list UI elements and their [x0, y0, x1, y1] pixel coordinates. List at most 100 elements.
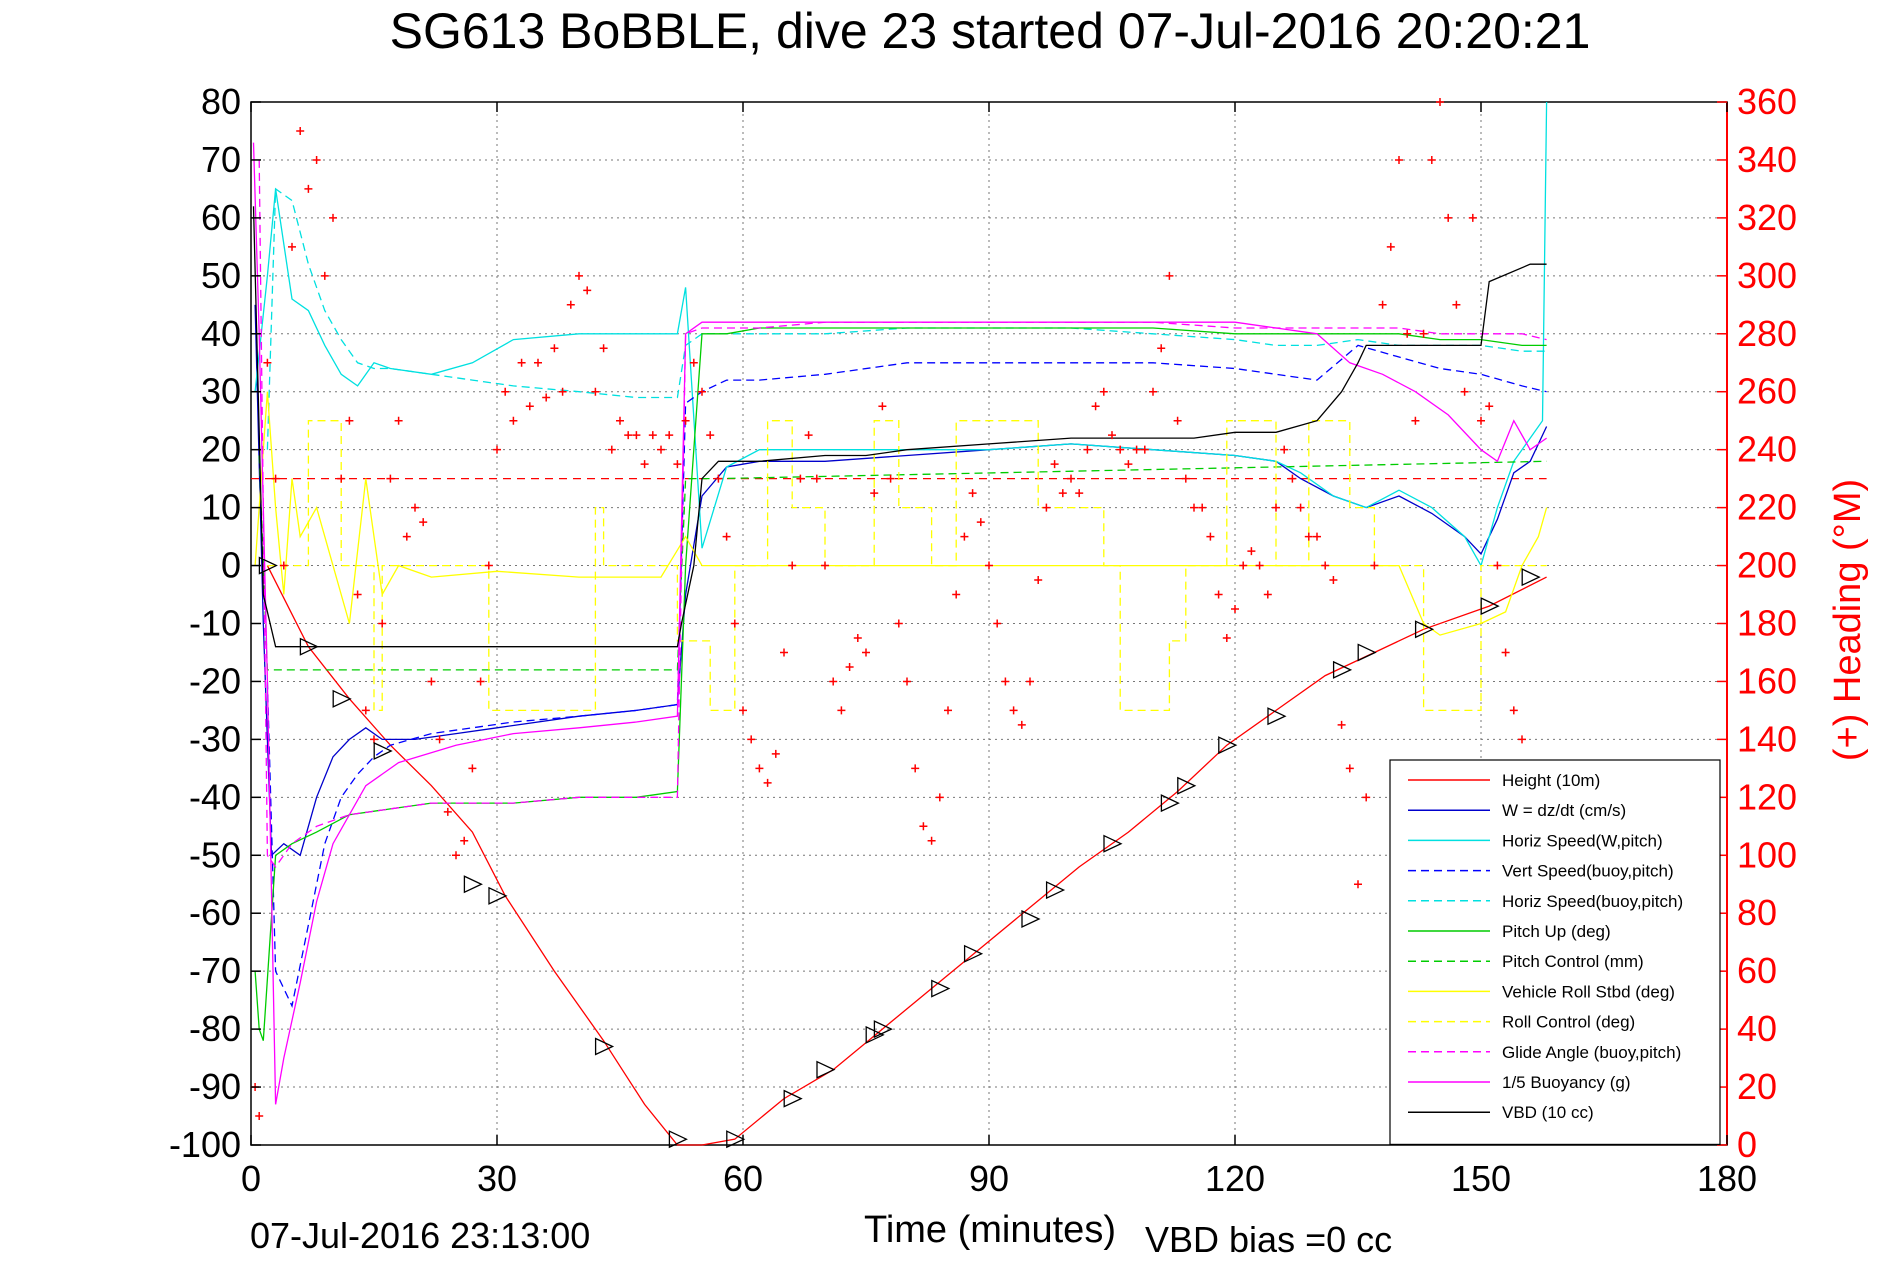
heading-point: [411, 503, 419, 512]
heading-point: [1485, 402, 1494, 411]
y-right-tick-label: 60: [1737, 950, 1777, 991]
heading-point: [607, 445, 616, 454]
y-tick-label: 20: [201, 429, 241, 470]
heading-point: [1108, 431, 1116, 440]
y-tick-label: -60: [189, 892, 241, 933]
heading-point: [1001, 677, 1010, 686]
heading-point: [1518, 735, 1526, 744]
heading-point: [1272, 503, 1280, 512]
heading-point: [1321, 561, 1330, 570]
x-tick-label: 0: [241, 1158, 261, 1199]
heading-point: [1099, 387, 1108, 396]
heading-point: [1132, 445, 1141, 454]
series-line-1: [254, 304, 1548, 857]
heading-point: [1042, 503, 1051, 512]
y-right-tick-label: 340: [1737, 139, 1797, 180]
y-tick-label: -70: [189, 950, 241, 991]
height-markers: [258, 556, 1541, 1149]
heading-point: [1009, 706, 1018, 715]
heading-point: [689, 358, 698, 367]
heading-point: [1460, 387, 1469, 396]
heading-point: [525, 402, 534, 411]
y-axis-right: 3603403203002802602402202001801601401201…: [1717, 81, 1797, 1165]
height-triangle-marker: [332, 689, 352, 708]
heading-point: [804, 431, 813, 440]
heading-point: [648, 431, 657, 440]
heading-point: [468, 764, 477, 773]
legend-label: Pitch Control (mm): [1502, 952, 1644, 971]
heading-point: [1149, 387, 1157, 396]
y-right-tick-label: 280: [1737, 313, 1797, 354]
height-triangle-marker: [1521, 568, 1541, 587]
heading-point: [1419, 329, 1428, 338]
heading-point: [837, 706, 846, 715]
heading-point: [370, 735, 378, 744]
y-tick-label: 50: [201, 255, 241, 296]
heading-point: [1436, 98, 1444, 106]
legend-label: Glide Angle (buoy,pitch): [1502, 1043, 1681, 1062]
heading-point: [1395, 155, 1403, 164]
heading-point: [1354, 880, 1362, 889]
heading-point: [1313, 532, 1321, 541]
heading-point: [747, 735, 756, 744]
heading-point: [566, 300, 575, 309]
heading-point: [337, 474, 346, 483]
heading-point: [698, 387, 706, 396]
x-axis: 0 30 60 90 120 150 180: [241, 102, 1757, 1199]
legend-label: VBD (10 cc): [1502, 1103, 1594, 1122]
y-right-tick-label: 120: [1737, 776, 1797, 817]
heading-point: [771, 749, 780, 758]
heading-point: [427, 677, 436, 686]
height-triangle-marker: [873, 1020, 893, 1039]
y-right-tick-label: 0: [1737, 1124, 1757, 1165]
heading-point: [829, 677, 838, 686]
heading-point: [476, 677, 485, 686]
heading-point: [1452, 300, 1461, 309]
heading-point: [1173, 416, 1182, 425]
y-tick-label: -40: [189, 776, 241, 817]
height-triangle-marker: [1160, 794, 1180, 813]
heading-point: [378, 619, 387, 628]
heading-point: [812, 474, 821, 483]
height-triangle-marker: [1103, 834, 1123, 853]
heading-point: [1345, 764, 1354, 773]
height-triangle-marker: [1045, 881, 1066, 900]
heading-point: [886, 474, 895, 483]
height-triangle-marker: [668, 1130, 688, 1149]
heading-point: [583, 286, 592, 295]
heading-point: [1124, 460, 1133, 469]
heading-point: [1239, 561, 1248, 570]
legend-label: Horiz Speed(buoy,pitch): [1502, 892, 1683, 911]
y-right-tick-label: 140: [1737, 718, 1797, 759]
y-tick-label: -100: [169, 1124, 241, 1165]
heading-point: [1206, 532, 1215, 541]
legend-label: Height (10m): [1502, 771, 1600, 790]
heading-point: [944, 706, 952, 715]
x-axis-label: Time (minutes): [864, 1209, 1116, 1251]
legend: Height (10m) W = dz/dt (cm/s) Horiz Speed(…: [1389, 759, 1721, 1145]
y-right-tick-label: 360: [1737, 81, 1797, 122]
height-triangle-marker: [1357, 643, 1377, 662]
heading-point: [730, 619, 739, 628]
height-triangle-marker: [1414, 620, 1435, 639]
heading-point: [1337, 720, 1346, 729]
heading-point: [484, 561, 493, 570]
heading-point: [353, 590, 362, 599]
heading-point: [575, 271, 583, 280]
y-tick-label: 0: [221, 545, 241, 586]
y-right-tick-label: 200: [1737, 545, 1797, 586]
heading-point: [796, 474, 805, 483]
legend-label: Roll Control (deg): [1502, 1013, 1635, 1032]
x-tick-label: 150: [1451, 1158, 1511, 1199]
height-triangle-marker: [373, 741, 393, 761]
x-tick-label: 60: [723, 1158, 763, 1199]
heading-point: [1050, 460, 1059, 469]
heading-point: [1403, 329, 1412, 338]
heading-point: [632, 431, 641, 440]
heading-point: [419, 518, 428, 527]
heading-point: [935, 793, 944, 802]
heading-point: [1411, 416, 1420, 425]
heading-point: [722, 532, 731, 541]
series-line-2: [254, 101, 1548, 568]
